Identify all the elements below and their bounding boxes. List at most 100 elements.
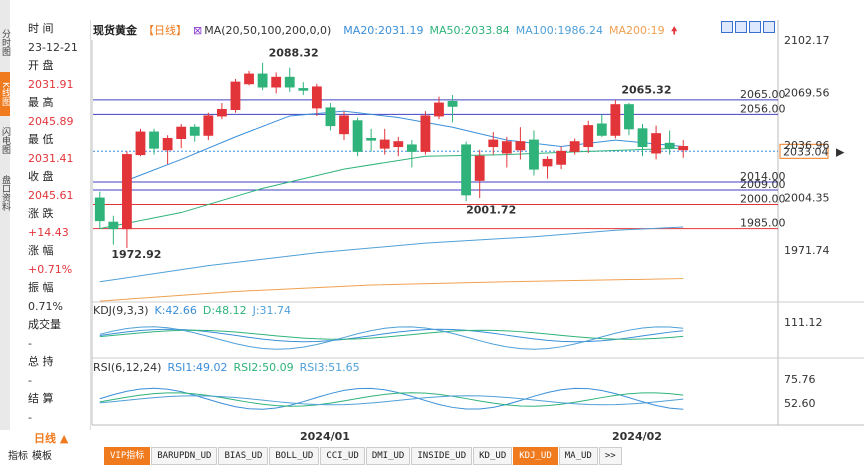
candle-up bbox=[311, 86, 322, 109]
indicator-tab[interactable]: 指标 bbox=[8, 451, 28, 462]
candle-up bbox=[379, 139, 390, 149]
price-annotation: 2088.32 bbox=[269, 46, 319, 59]
candle-down bbox=[637, 128, 648, 148]
indicator-tab-bar: VIP指标 BARUPDN_UD BIAS_UD BOLL_UD CCI_UD DMI_U… bbox=[104, 447, 623, 465]
kdj-j-line bbox=[99, 326, 684, 350]
candle-up bbox=[651, 133, 661, 154]
kdj-title[interactable]: KDJ(9,3,3) bbox=[93, 304, 149, 317]
candle-up bbox=[203, 115, 214, 136]
kdj-legend: KDJ(9,3,3) K:42.66 D:48.12 J:31.74 bbox=[93, 304, 297, 317]
ma50-value: MA50:2033.84 bbox=[429, 24, 510, 37]
info-label: 开 盘 bbox=[28, 59, 54, 72]
current-price-label: 2033.04 bbox=[783, 145, 829, 158]
date-label-feb: 2024/02 bbox=[612, 430, 662, 443]
info-label: 收 盘 bbox=[28, 170, 54, 183]
indicator-tab-item[interactable]: KDJ_UD bbox=[513, 447, 558, 465]
info-value: 2031.41 bbox=[28, 151, 74, 165]
candle-up bbox=[474, 155, 485, 181]
instrument-title: 现货黄金 bbox=[93, 24, 137, 37]
price-annotation: 2001.72 bbox=[466, 204, 516, 217]
indicator-tab-item[interactable]: INSIDE_UD bbox=[411, 447, 473, 465]
period-label[interactable]: 【日线】 bbox=[143, 24, 187, 37]
candle-up bbox=[122, 154, 132, 230]
rsi2-value: RSI2:50.09 bbox=[233, 361, 294, 374]
info-value: - bbox=[28, 336, 32, 350]
side-tab-strip: 分时图 K线图 闪电图 盘口资料 bbox=[0, 0, 10, 430]
info-label: 结 算 bbox=[28, 392, 54, 405]
kdj-d: D:48.12 bbox=[202, 304, 247, 317]
ma20-value: MA20:2031.19 bbox=[343, 24, 424, 37]
candle-down bbox=[366, 137, 377, 141]
candle-up bbox=[135, 131, 146, 156]
info-value: +14.43 bbox=[28, 225, 69, 239]
candle-down bbox=[284, 76, 295, 88]
candle-up bbox=[610, 104, 621, 136]
candle-up bbox=[162, 137, 173, 151]
chart-type-icon[interactable] bbox=[749, 21, 761, 33]
zoom-icon[interactable] bbox=[721, 21, 733, 33]
price-axis-label: 1971.74 bbox=[784, 244, 830, 257]
indicator-tab-item[interactable]: VIP指标 bbox=[104, 447, 151, 465]
level-label: 2065.00 bbox=[740, 88, 786, 101]
candle-up bbox=[176, 126, 187, 139]
date-label-jan: 2024/01 bbox=[300, 430, 350, 443]
candle-down bbox=[624, 104, 634, 130]
candle-up bbox=[271, 76, 282, 88]
period-selector[interactable]: 日线 ▲ bbox=[34, 432, 69, 445]
price-axis-label: 2069.56 bbox=[784, 87, 830, 100]
candle-down bbox=[447, 100, 458, 107]
info-label: 成交量 bbox=[28, 318, 61, 331]
candle-up bbox=[515, 141, 526, 151]
candle-down bbox=[325, 107, 336, 127]
ma200-value: MA200:19 bbox=[608, 24, 665, 37]
side-tab-flash[interactable]: 闪电图 bbox=[0, 126, 10, 154]
indicator-tab-item[interactable]: DMI_UD bbox=[365, 447, 411, 465]
candle-down bbox=[298, 88, 309, 91]
candle-up bbox=[434, 102, 444, 117]
indicator-tab-item[interactable]: CCI_UD bbox=[320, 447, 365, 465]
indicator-tab-item[interactable]: KD_UD bbox=[473, 447, 513, 465]
indicator-tab-item[interactable]: BARUPDN_UD bbox=[151, 447, 218, 465]
candle-up bbox=[488, 139, 499, 148]
ma-more-arrow-icon[interactable]: 🠝 bbox=[670, 24, 678, 37]
ma-legend: 现货黄金 【日线】 ⊠ MA(20,50,100,200,0,0) MA20:2031.… bbox=[93, 22, 684, 38]
candle-down bbox=[596, 123, 607, 136]
candle-up bbox=[583, 125, 594, 148]
level-label: 2000.00 bbox=[740, 192, 786, 205]
side-tab-timeshare[interactable]: 分时图 bbox=[0, 28, 10, 56]
candle-up bbox=[569, 141, 580, 152]
price-axis-label: 2102.17 bbox=[784, 34, 830, 47]
candle-up bbox=[339, 115, 349, 135]
info-value: - bbox=[28, 373, 32, 387]
ma-definition[interactable]: ⊠ MA(20,50,100,200,0,0) bbox=[193, 24, 332, 37]
current-price-arrow: ▶ bbox=[836, 145, 845, 158]
indicator-tab-item[interactable]: >> bbox=[598, 447, 622, 465]
indicator-tab-item[interactable]: BOLL_UD bbox=[269, 447, 320, 465]
info-value: +0.71% bbox=[28, 262, 73, 276]
bottom-left-tabs: 指标 模板 bbox=[8, 447, 56, 462]
candle-down bbox=[461, 144, 472, 196]
rsi-legend: RSI(6,12,24) RSI1:49.02 RSI2:50.09 RSI3:51.… bbox=[93, 361, 366, 374]
ma-settings-icon[interactable]: ⊠ bbox=[193, 24, 203, 37]
candle-up bbox=[542, 158, 553, 167]
current-price-box bbox=[779, 143, 829, 159]
indicator-tab-item[interactable]: MA_UD bbox=[558, 447, 598, 465]
ma100-value: MA100:1986.24 bbox=[515, 24, 603, 37]
kdj-j: J:31.74 bbox=[252, 304, 292, 317]
indicator-tab-item[interactable]: BIAS_UD bbox=[218, 447, 269, 465]
grid-icon[interactable] bbox=[735, 21, 747, 33]
side-tab-kline[interactable]: K线图 bbox=[0, 72, 10, 116]
info-value: 0.71% bbox=[28, 299, 63, 313]
level-label: 2014.00 bbox=[740, 170, 786, 183]
candle-down bbox=[149, 131, 159, 149]
price-axis-label: 2036.96 bbox=[784, 139, 830, 152]
kdj-k: K:42.66 bbox=[154, 304, 197, 317]
indicator-icon[interactable] bbox=[763, 21, 775, 33]
candle-down bbox=[529, 139, 539, 170]
rsi-title[interactable]: RSI(6,12,24) bbox=[93, 361, 162, 374]
template-tab[interactable]: 模板 bbox=[32, 451, 52, 462]
rsi2-line bbox=[99, 392, 684, 407]
side-tab-info[interactable]: 盘口资料 bbox=[0, 175, 10, 211]
ma50-line bbox=[99, 147, 684, 230]
